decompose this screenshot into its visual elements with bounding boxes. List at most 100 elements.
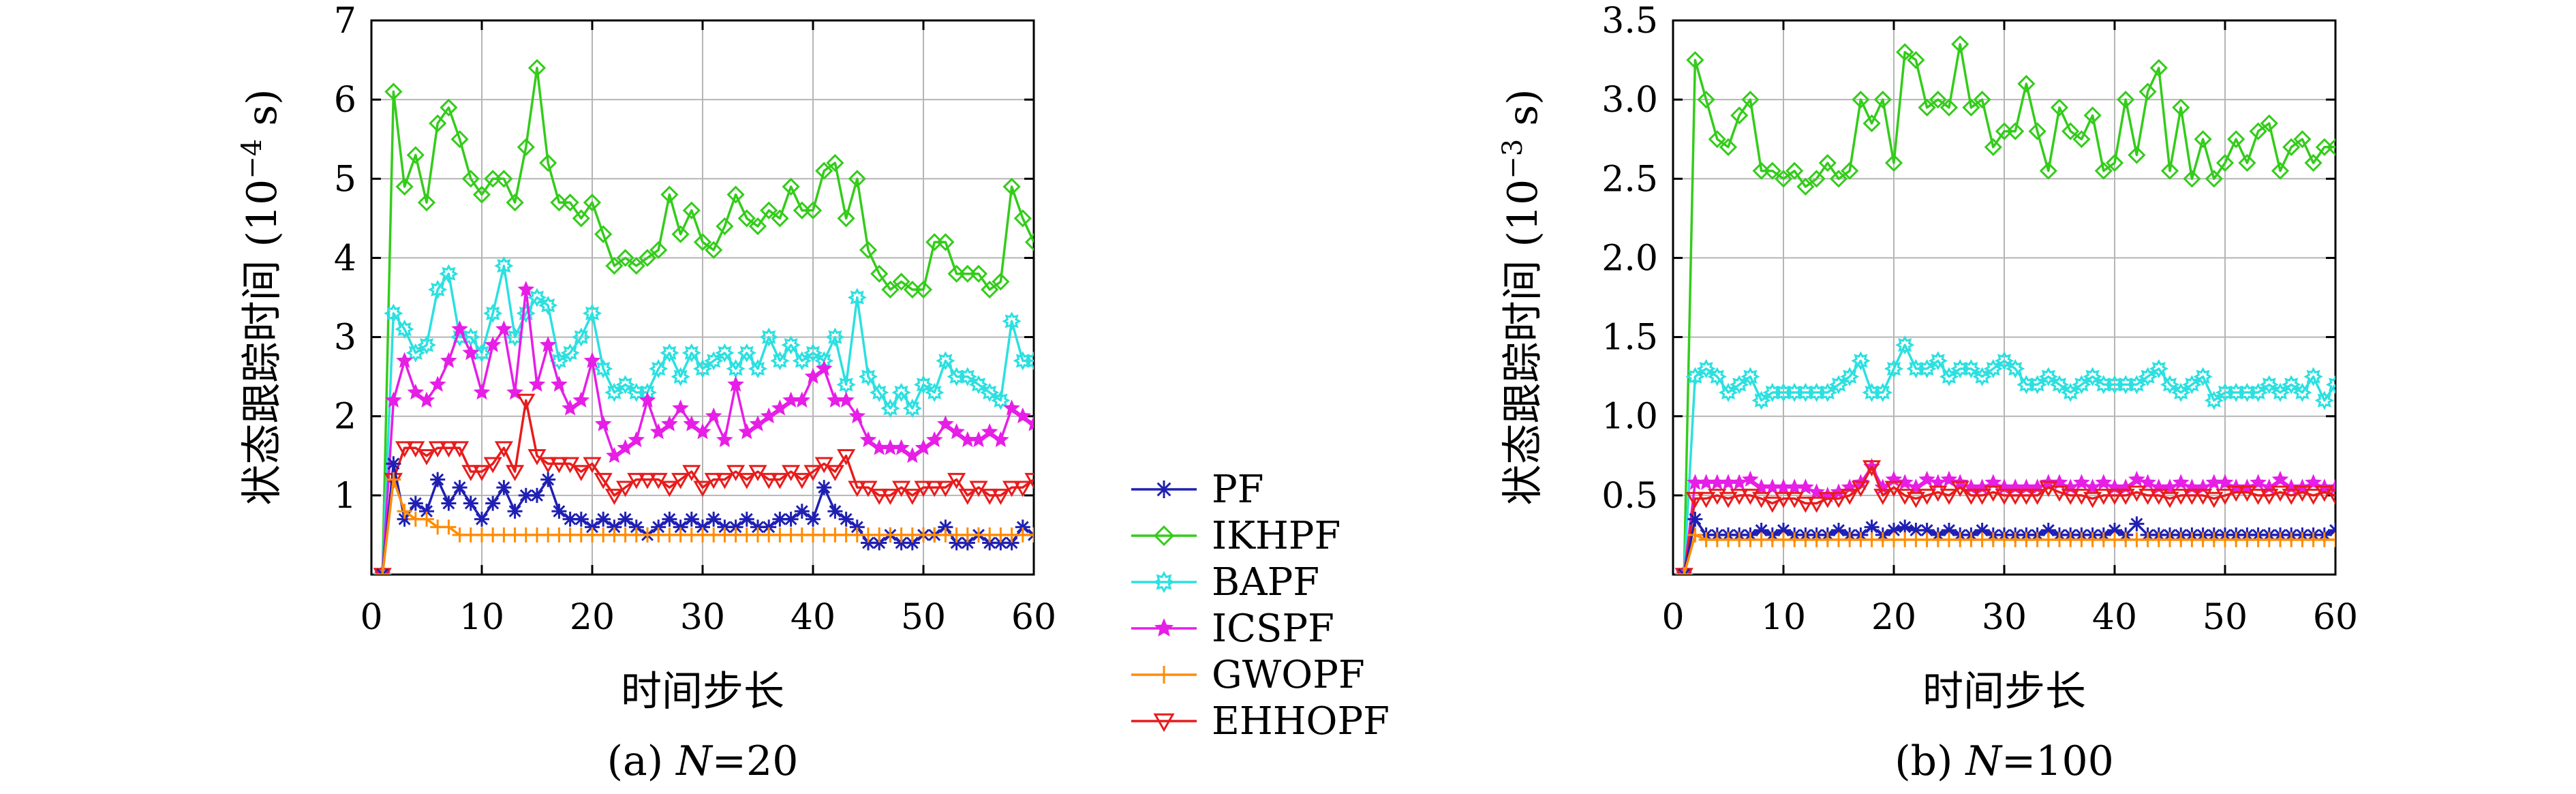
data-point (1002, 480, 1022, 498)
data-point (551, 504, 567, 519)
data-point (671, 225, 690, 243)
data-point (1796, 177, 1815, 196)
data-point (804, 367, 822, 384)
data-point (386, 472, 401, 487)
series-group-b (1674, 35, 2335, 575)
data-point (838, 511, 854, 527)
data-point (596, 511, 611, 527)
data-point (770, 472, 789, 489)
data-point (2304, 153, 2322, 172)
legend-item-bapf: BAPF (1131, 560, 1319, 605)
data-point (451, 320, 468, 337)
data-point (717, 519, 733, 535)
data-point (2006, 358, 2025, 379)
data-point (1974, 522, 1990, 538)
data-point (2314, 391, 2334, 410)
data-point (760, 201, 778, 219)
data-point (982, 535, 998, 551)
data-point (605, 256, 624, 275)
data-point (483, 303, 503, 323)
data-point (772, 511, 788, 527)
data-point (815, 360, 833, 376)
x-tick-label: 20 (570, 597, 615, 638)
data-point (673, 519, 688, 535)
legend-marker (1154, 618, 1174, 637)
data-point (1730, 474, 1748, 490)
data-point (816, 480, 832, 495)
data-point (1973, 91, 1991, 109)
data-point (925, 382, 945, 402)
data-point (429, 376, 446, 392)
data-point (947, 472, 966, 489)
data-point (715, 343, 735, 363)
data-point (859, 241, 878, 259)
data-point (893, 535, 909, 551)
data-point (2315, 485, 2334, 502)
data-point (1741, 489, 1760, 505)
x-tick-label: 20 (1871, 597, 1916, 638)
data-point (1928, 351, 1948, 371)
series-line (381, 264, 1034, 575)
data-point (395, 319, 414, 339)
data-point (1950, 358, 1970, 379)
data-point (704, 351, 724, 371)
data-point (1929, 91, 1947, 109)
data-point (981, 280, 999, 299)
x-tick-label: 0 (360, 597, 382, 638)
data-point (1687, 511, 1703, 527)
data-point (1862, 114, 1881, 133)
data-point (1818, 491, 1837, 508)
data-point (1939, 489, 1959, 505)
data-point (594, 415, 612, 431)
data-point (2095, 474, 2113, 490)
data-point (827, 504, 843, 519)
legend-marker (1152, 570, 1176, 594)
data-point (914, 280, 933, 299)
data-point (452, 480, 467, 495)
data-point (992, 273, 1010, 291)
data-point (781, 335, 801, 355)
data-point (2138, 367, 2158, 386)
data-point (2127, 485, 2146, 502)
data-point (441, 495, 457, 511)
data-point (561, 194, 579, 212)
data-point (1013, 480, 1032, 498)
data-point (539, 336, 557, 352)
data-point (1884, 480, 1903, 498)
data-point (1013, 351, 1032, 371)
data-point (572, 391, 590, 408)
data-point (2006, 489, 2025, 505)
data-point (649, 241, 668, 259)
data-point (2116, 489, 2135, 505)
data-point (2205, 170, 2223, 188)
data-point (662, 511, 677, 527)
data-point (2237, 485, 2256, 502)
data-point (2326, 138, 2335, 156)
data-point (1918, 470, 1935, 487)
data-point (450, 130, 469, 149)
data-point (870, 489, 889, 505)
data-point (1906, 358, 1926, 379)
data-point (571, 327, 591, 347)
data-point (573, 511, 589, 527)
series-icspf-a (373, 280, 1034, 575)
data-point (385, 391, 402, 408)
legend-label: GWOPF (1212, 653, 1365, 697)
y-tick-label: 7 (334, 1, 356, 42)
data-point (472, 343, 492, 363)
y-tick-label: 0.5 (1601, 476, 1658, 517)
data-point (594, 358, 613, 379)
data-point (2326, 489, 2335, 505)
data-point (838, 391, 855, 408)
data-point (1841, 162, 1859, 180)
data-point (904, 535, 920, 551)
data-point (1785, 382, 1805, 402)
data-point (737, 343, 756, 363)
data-point (1718, 382, 1738, 402)
data-point (2127, 375, 2147, 395)
data-point (1907, 50, 1925, 70)
data-point (771, 399, 788, 416)
data-point (847, 288, 867, 307)
data-point (2040, 522, 2056, 538)
